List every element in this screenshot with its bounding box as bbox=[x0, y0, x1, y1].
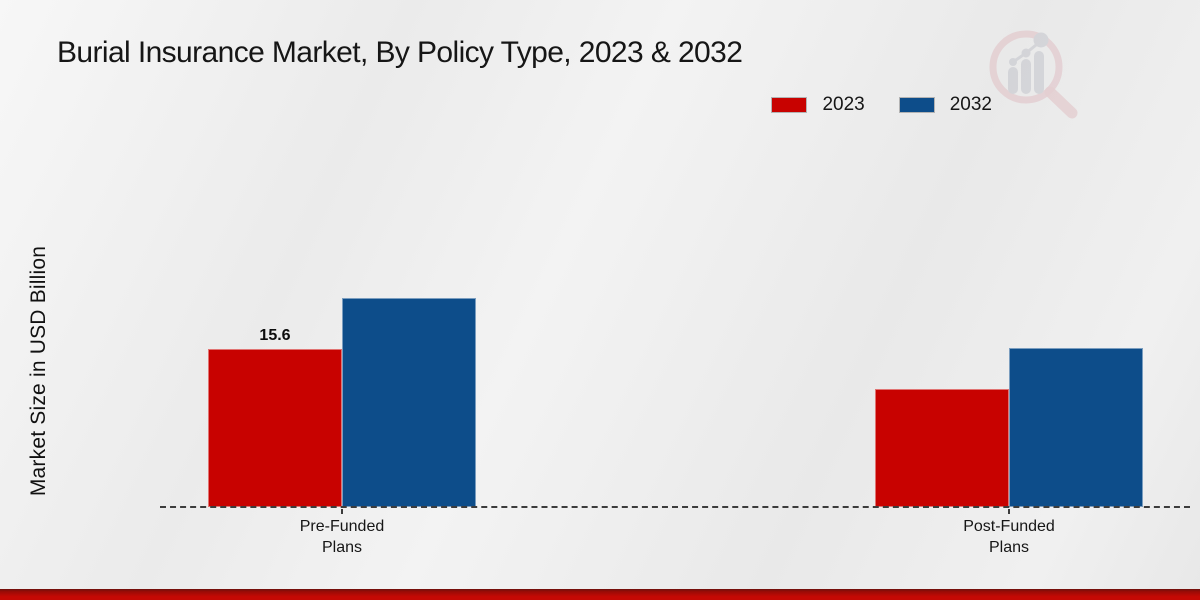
legend-swatch-icon-2023 bbox=[771, 97, 808, 113]
legend: 2023 2032 bbox=[771, 94, 992, 116]
x-axis-tick-post-funded-plans bbox=[1008, 509, 1010, 514]
magnifier-growth-chart-logo-icon bbox=[988, 27, 1090, 119]
bar-2032-pre-funded-plans bbox=[342, 298, 476, 507]
legend-swatch-icon-2032 bbox=[898, 97, 935, 113]
bar-value-label-2023-pre-funded-plans: 15.6 bbox=[259, 327, 291, 344]
plot-area: 15.6 Pre-Funded Plans Post-Funded Plans bbox=[160, 150, 1190, 556]
x-axis-category-label-post-funded-plans: Post-Funded Plans bbox=[963, 518, 1055, 556]
x-axis-category-label-pre-funded-plans: Pre-Funded Plans bbox=[299, 518, 385, 556]
bar-2023-post-funded-plans bbox=[875, 389, 1009, 507]
legend-label-2032: 2032 bbox=[949, 94, 992, 115]
y-axis-label: Market Size in USD Billion bbox=[27, 245, 50, 497]
bar-2032-post-funded-plans bbox=[1009, 348, 1143, 507]
x-axis-baseline bbox=[160, 506, 1190, 508]
bar-2023-pre-funded-plans bbox=[208, 349, 342, 507]
legend-item-2032: 2032 bbox=[898, 94, 992, 116]
bottom-accent-band bbox=[0, 589, 1200, 600]
x-axis-tick-pre-funded-plans bbox=[341, 509, 343, 514]
legend-label-2023: 2023 bbox=[822, 94, 865, 115]
chart-title: Burial Insurance Market, By Policy Type,… bbox=[57, 36, 743, 69]
legend-item-2023: 2023 bbox=[771, 94, 865, 116]
